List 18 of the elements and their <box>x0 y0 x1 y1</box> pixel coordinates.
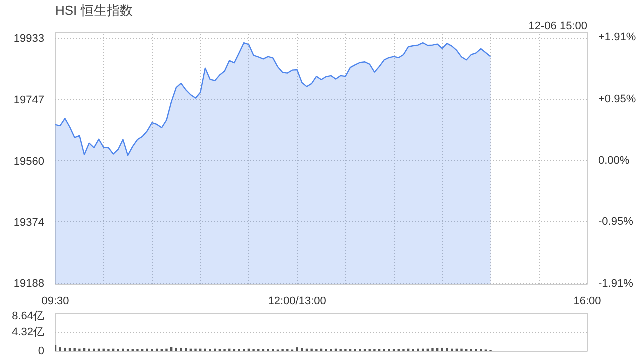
y-tick-label: 8.64亿 <box>12 310 45 322</box>
y2-tick-label: 0.00% <box>598 154 630 167</box>
y2-tick-label: -1.91% <box>598 278 634 290</box>
y-tick-label: 19374 <box>14 216 45 229</box>
y-tick-label: 19933 <box>14 33 45 46</box>
y2-tick-label: +1.91% <box>598 32 636 44</box>
y2-tick-label: -0.95% <box>598 216 634 228</box>
text: 12-06 15:00 <box>528 20 588 32</box>
y-tick-label: 0 <box>38 346 45 358</box>
y-tick-label: 19188 <box>14 278 45 290</box>
y-tick-label: 4.32亿 <box>12 326 45 338</box>
y2-tick-label: +0.95% <box>598 94 636 106</box>
y-tick-label: 19560 <box>14 156 45 168</box>
chart-title: HSI 恒生指数 <box>56 3 133 18</box>
x-tick-label: 16:00 <box>574 296 602 308</box>
x-tick-label: 12:00/13:00 <box>268 296 326 308</box>
x-tick-label: 09:30 <box>42 296 70 308</box>
y-tick-label: 19747 <box>14 94 45 106</box>
